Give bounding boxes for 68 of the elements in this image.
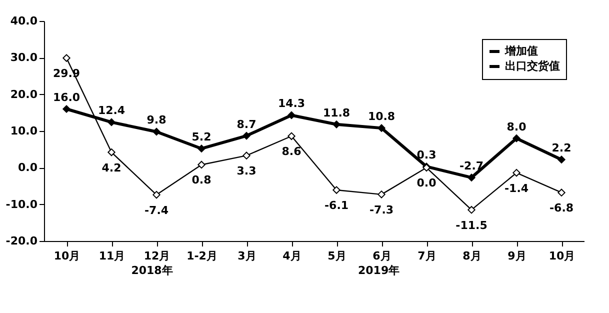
point xyxy=(242,132,250,140)
data-label: 9.8 xyxy=(146,114,166,127)
x-tick-label: 8月 xyxy=(462,250,482,262)
point xyxy=(378,124,386,132)
x-tick-label: 6月 xyxy=(372,250,392,262)
data-label: 3.3 xyxy=(236,164,256,178)
point xyxy=(62,105,70,113)
text: 2019年 xyxy=(358,264,400,277)
point xyxy=(198,144,206,152)
point xyxy=(332,186,340,194)
data-label: 11.8 xyxy=(322,106,350,120)
data-label: 0.0 xyxy=(416,176,437,190)
data-label: 8.0 xyxy=(506,120,527,134)
x-tick-label: 9月 xyxy=(508,250,526,262)
x-tick-label: 5月 xyxy=(328,250,346,262)
legend-label: 增加值 xyxy=(504,44,538,58)
data-label: 16.0 xyxy=(52,91,80,104)
point xyxy=(108,148,116,156)
point xyxy=(62,54,70,62)
point xyxy=(288,111,296,120)
point xyxy=(512,134,520,142)
x-tick-label: 1-2月 xyxy=(186,250,218,262)
data-label: -11.5 xyxy=(456,218,488,232)
point xyxy=(378,190,386,198)
point xyxy=(468,174,476,182)
point xyxy=(558,156,566,164)
point xyxy=(288,132,296,140)
data-label: 10.8 xyxy=(368,110,396,124)
data-label: 0.3 xyxy=(416,148,436,162)
data-label: 12.4 xyxy=(98,104,126,118)
data-label: -6.1 xyxy=(324,199,349,212)
x-tick-label: 3月 xyxy=(238,250,256,262)
point xyxy=(332,120,340,128)
point xyxy=(198,160,206,169)
x-tick-label: 10月 xyxy=(54,250,80,262)
point xyxy=(512,168,520,177)
x-tick-label: 12月 xyxy=(144,250,170,262)
data-label: -7.3 xyxy=(369,203,394,216)
data-label: 4.2 xyxy=(102,161,122,174)
data-label: 0.8 xyxy=(192,174,212,187)
legend-label: 出口交货值 xyxy=(505,60,560,72)
point xyxy=(152,190,160,199)
data-label: 2.2 xyxy=(552,142,572,155)
data-label: -1.4 xyxy=(504,182,529,195)
point xyxy=(152,128,160,136)
y-tick-label: 20.0 xyxy=(10,88,38,101)
point xyxy=(242,152,250,160)
data-label: 8.7 xyxy=(236,118,256,131)
text: 2018年 xyxy=(131,264,173,277)
data-label: -7.4 xyxy=(144,204,169,217)
data-label: -6.8 xyxy=(549,202,574,215)
point xyxy=(468,206,476,214)
x-tick-label: 11月 xyxy=(98,250,126,262)
y-tick-label: 0.0 xyxy=(18,161,38,174)
point xyxy=(108,118,116,126)
x-tick-label: 7月 xyxy=(418,250,436,262)
x-tick-label: 4月 xyxy=(282,250,302,262)
point xyxy=(558,188,566,196)
y-tick-label: 10.0 xyxy=(10,124,38,138)
y-tick-label: 40.0 xyxy=(10,14,38,28)
x-tick-label: 10月 xyxy=(548,250,576,262)
data-label: -2.7 xyxy=(459,160,484,173)
y-tick-label: 30.0 xyxy=(10,51,38,64)
y-tick-label: -10.0 xyxy=(6,198,38,211)
data-label: 5.2 xyxy=(192,130,212,144)
data-label: 8.6 xyxy=(282,145,302,158)
y-tick-label: -20.0 xyxy=(6,234,38,248)
data-label: 14.3 xyxy=(278,97,306,110)
